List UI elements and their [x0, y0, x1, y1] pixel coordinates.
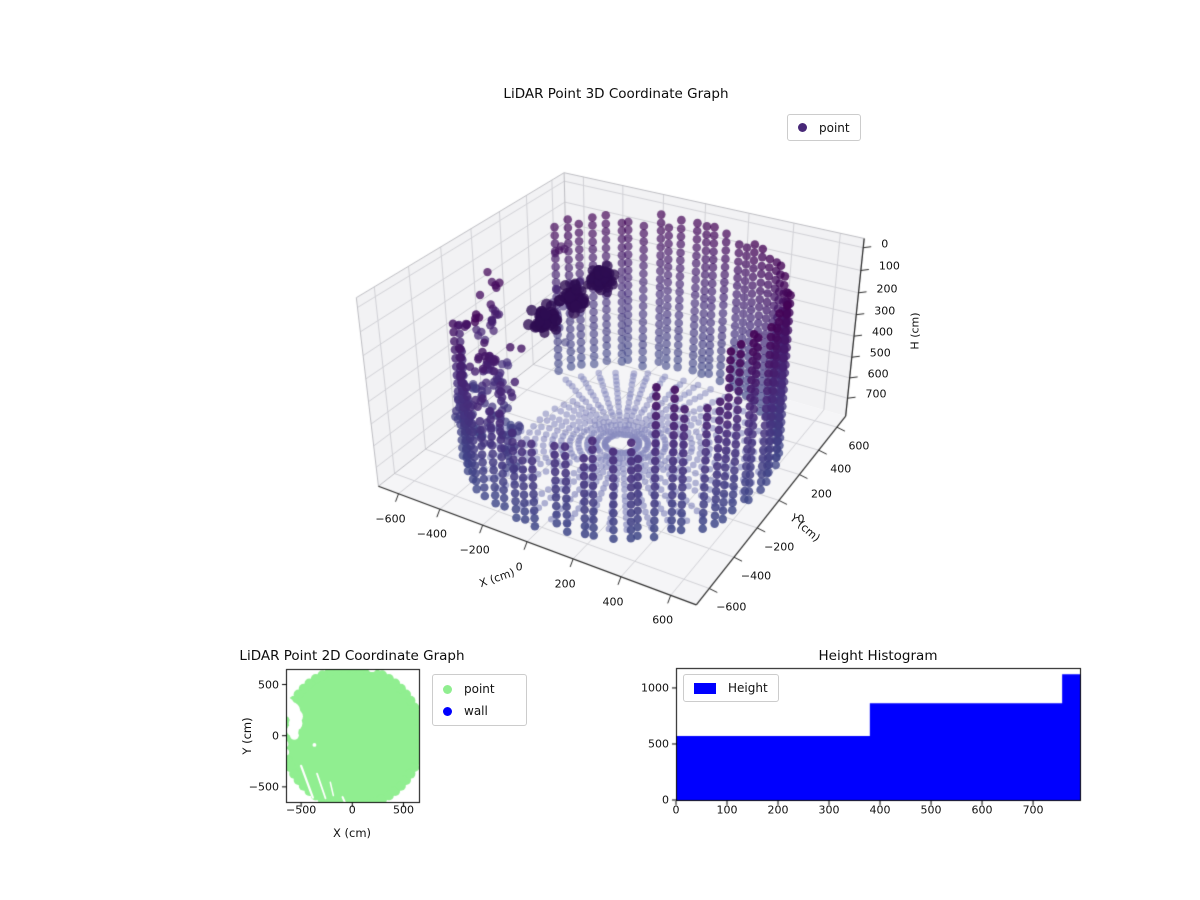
plot2d-yaxis-label: Y (cm)	[240, 717, 254, 755]
histogram-y-tick-label: 500	[648, 737, 669, 751]
plot3d-x-tick-label: 0	[515, 560, 523, 574]
legend-label: Height	[728, 681, 768, 695]
plot3d-h-tick-label: 600	[867, 367, 889, 381]
plot3d-y-tick-label: 400	[830, 462, 852, 476]
histogram-legend: Height	[683, 674, 779, 702]
plot3d-y-tick-label: 0	[797, 512, 805, 526]
plot3d-x-tick-label: −200	[459, 543, 490, 557]
plot2d-x-tick-label: 0	[348, 803, 356, 817]
histogram-title: Height Histogram	[818, 648, 938, 664]
plot3d-h-tick-label: 0	[881, 237, 889, 251]
plot2d-y-tick-label: −500	[248, 780, 279, 794]
plot2d-legend: point wall	[432, 674, 527, 726]
plot3d-y-tick-label: 200	[810, 487, 832, 501]
plot3d-h-tick-label: 200	[876, 282, 898, 296]
plot3d-legend: point	[787, 114, 861, 141]
plot3d-h-tick-label: 100	[878, 259, 900, 273]
wall-marker-icon	[443, 706, 452, 716]
histogram-x-tick-label: 700	[1022, 803, 1044, 817]
plot3d-h-tick-label: 700	[865, 387, 887, 401]
legend-entry-height: Height	[694, 678, 768, 698]
plot3d-x-tick-label: 400	[602, 595, 624, 609]
plot2d-x-tick-label: −500	[286, 803, 317, 817]
plot2d-title: LiDAR Point 2D Coordinate Graph	[239, 648, 465, 664]
plot3d-x-tick-label: −400	[416, 527, 447, 541]
histogram-x-tick-label: 100	[716, 803, 738, 817]
plot3d-title: LiDAR Point 3D Coordinate Graph	[503, 86, 729, 102]
plot2d-xaxis-label: X (cm)	[332, 826, 372, 840]
histogram-x-tick-label: 600	[971, 803, 993, 817]
plot3d-y-tick-label: −200	[764, 540, 795, 554]
plot3d-h-tick-label: 500	[869, 346, 891, 360]
legend-entry-wall: wall	[443, 700, 516, 722]
histogram-x-tick-label: 400	[869, 803, 891, 817]
legend-label: wall	[464, 704, 488, 718]
plot2d-y-tick-label: 0	[272, 729, 279, 743]
histogram-x-tick-label: 500	[920, 803, 942, 817]
legend-entry-point: point	[443, 678, 516, 700]
plot3d-h-tick-label: 400	[871, 325, 893, 339]
plot2d-y-tick-label: 500	[258, 678, 279, 692]
histogram-x-tick-label: 300	[818, 803, 840, 817]
height-swatch-icon	[694, 682, 716, 694]
plot3d-haxis-label: H (cm)	[908, 312, 922, 350]
plot2d-x-tick-label: 500	[392, 803, 414, 817]
plot3d-y-tick-label: −400	[740, 569, 772, 583]
plot3d-x-tick-label: 600	[652, 613, 674, 627]
histogram-x-tick-label: 0	[672, 803, 680, 817]
plot3d-h-tick-label: 300	[874, 304, 896, 318]
plot3d-y-tick-label: 600	[848, 439, 870, 453]
histogram-y-tick-label: 0	[662, 793, 669, 807]
point-marker-icon	[798, 123, 807, 132]
point-marker-icon	[443, 684, 452, 694]
legend-entry-point3d: point	[798, 118, 850, 137]
histogram-y-tick-label: 1000	[641, 681, 669, 695]
plot3d-y-tick-label: −600	[716, 600, 747, 614]
plot3d-x-tick-label: −600	[375, 512, 406, 526]
legend-label: point	[464, 682, 495, 696]
histogram-x-tick-label: 200	[767, 803, 789, 817]
legend-label: point	[819, 120, 850, 135]
plot3d-x-tick-label: 200	[554, 577, 576, 591]
